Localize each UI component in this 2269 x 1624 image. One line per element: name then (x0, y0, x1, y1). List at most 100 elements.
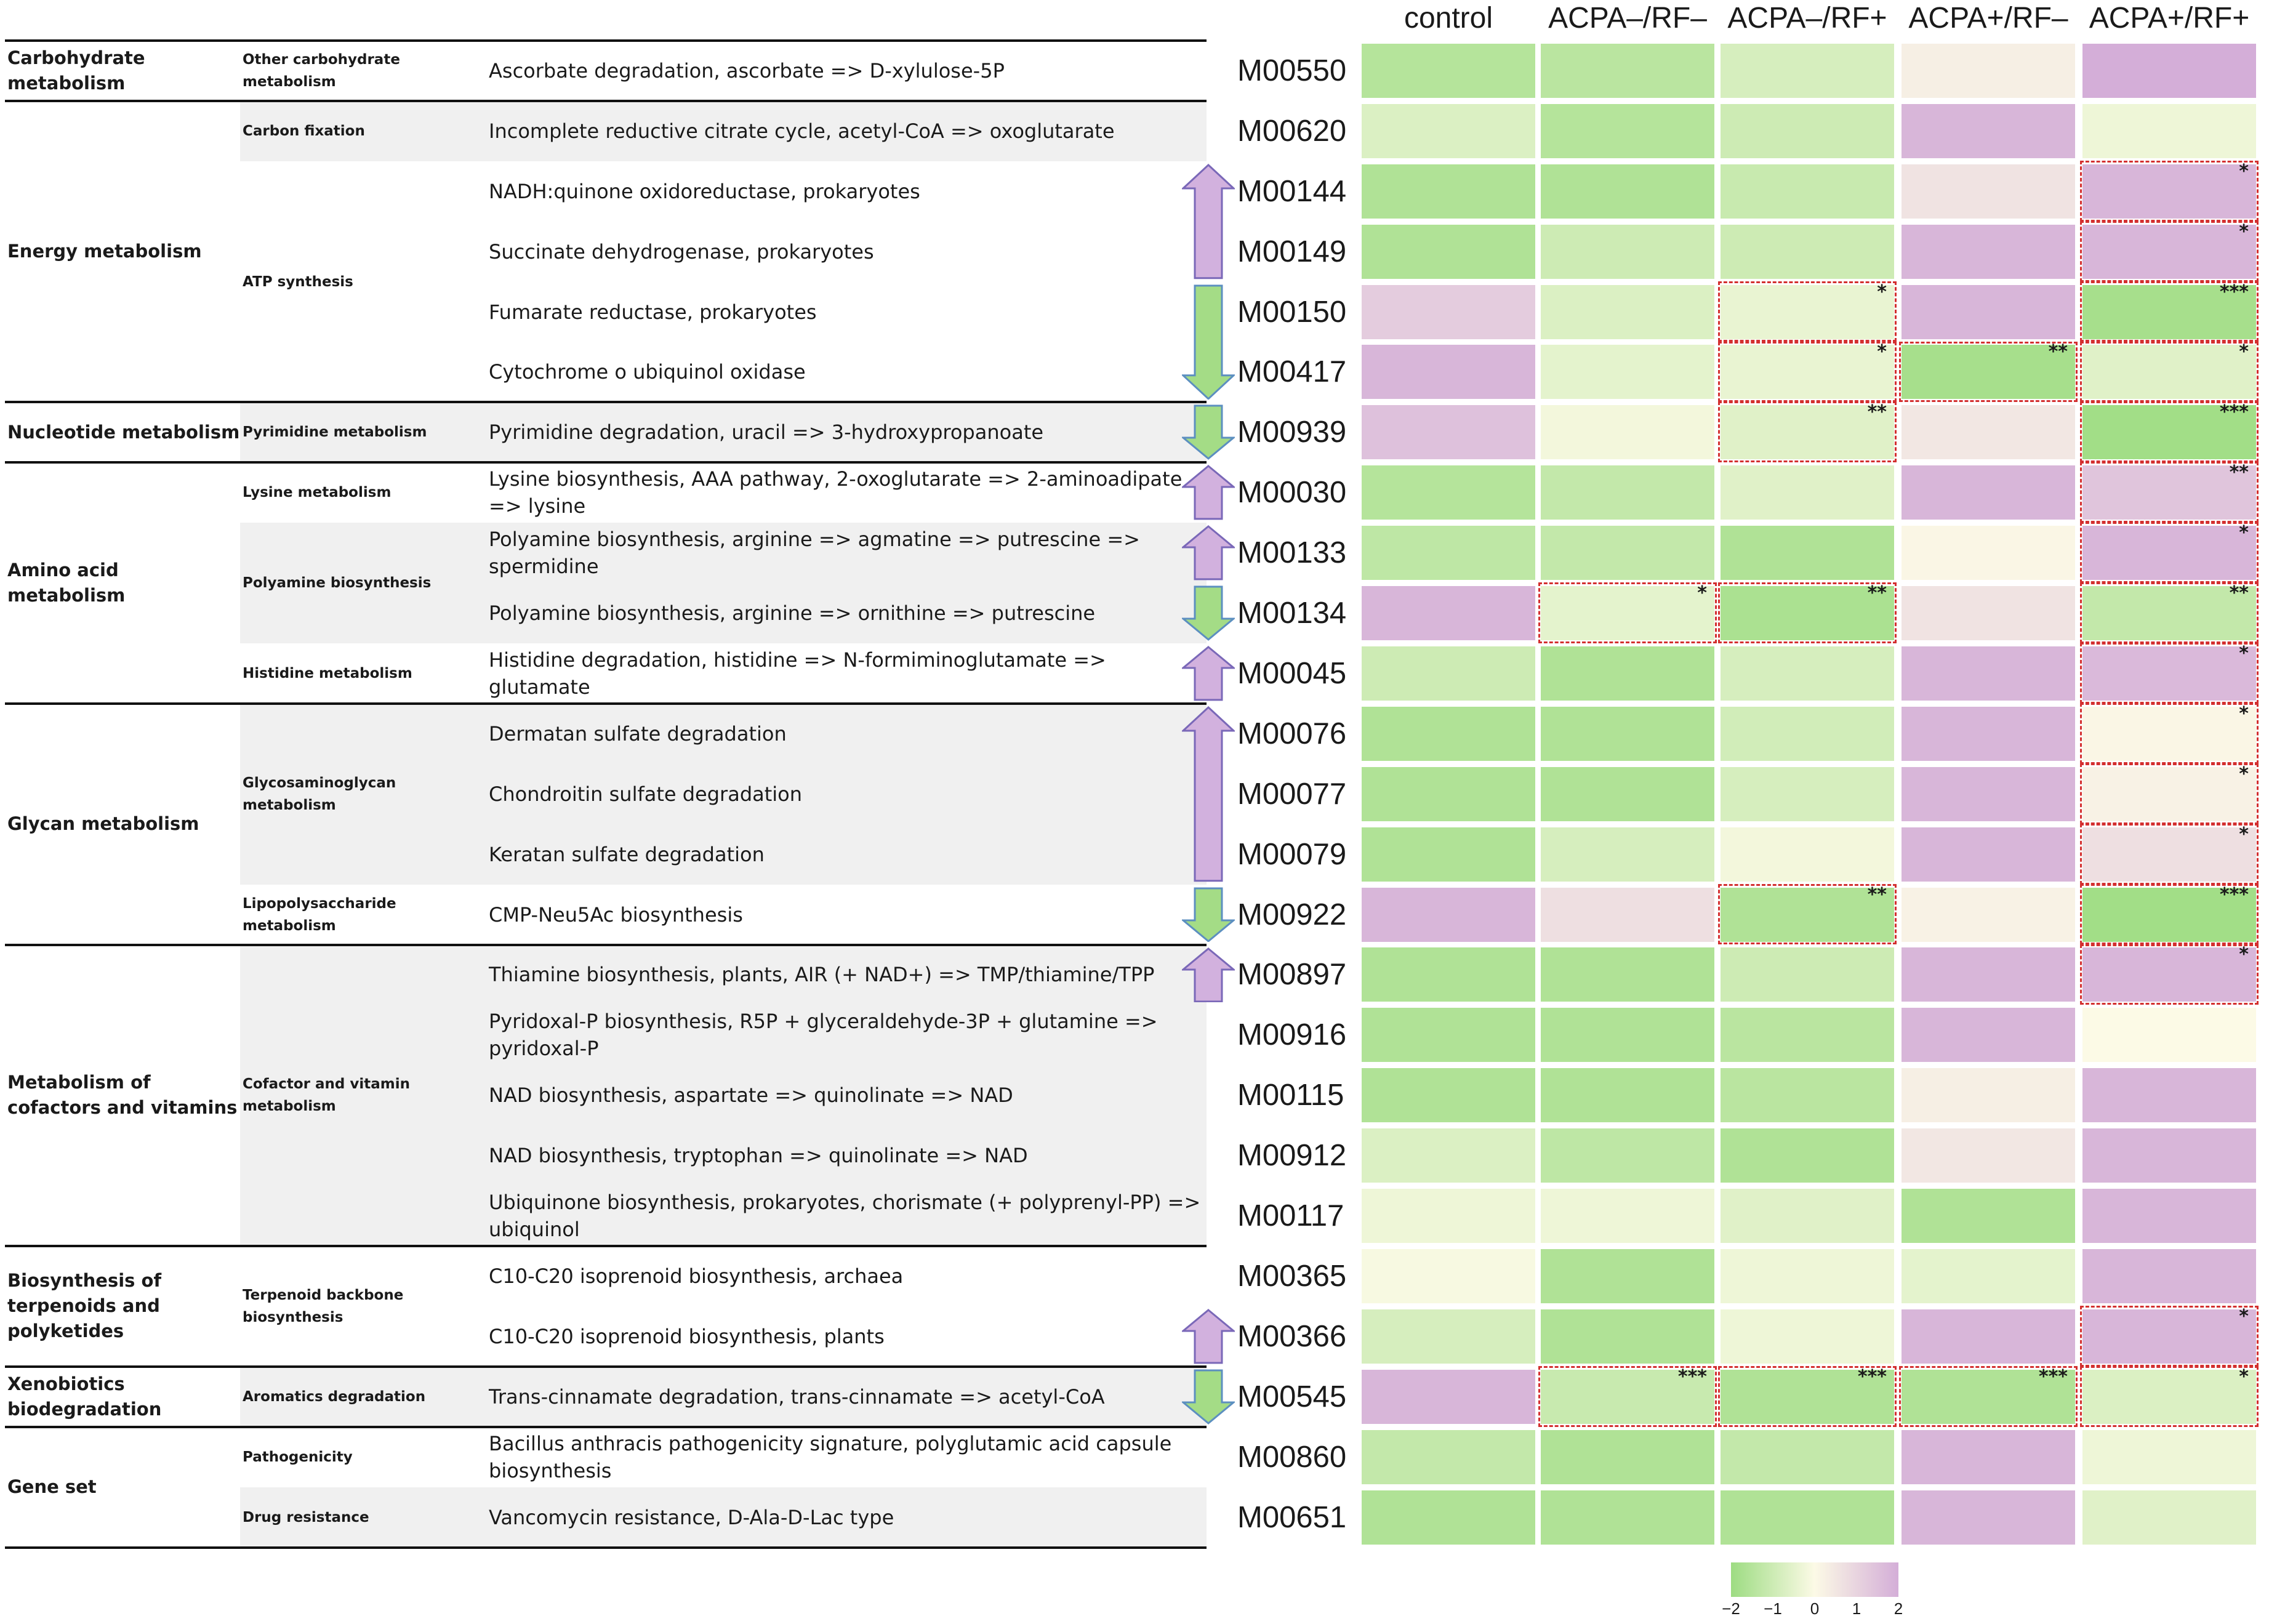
heatmap-cell: * (2082, 643, 2256, 701)
heatmap-cell (1362, 766, 1535, 821)
pathway-description: Thiamine biosynthesis, plants, AIR (+ NA… (489, 963, 1155, 987)
module-id-label: M00417 (1237, 355, 1347, 389)
module-id-label: M00149 (1237, 235, 1347, 268)
heatmap-cell (1721, 1490, 1894, 1545)
heatmap-cell (2082, 1248, 2256, 1303)
heatmap-cell: *** (2082, 281, 2256, 339)
significance-marker: * (2239, 160, 2249, 182)
category-label: Nucleotide metabolism (7, 421, 240, 443)
subcategory-label: Lipopolysaccharide metabolism (243, 895, 396, 934)
pathway-description: CMP-Neu5Ac biosynthesis (489, 902, 743, 927)
pathway-description: Vancomycin resistance, D-Ala-D-Lac type (489, 1505, 894, 1529)
heatmap-cell (1362, 887, 1535, 942)
module-id-label: M00860 (1237, 1440, 1347, 1474)
heatmap-cell: *** (1721, 1366, 1894, 1424)
arrow-shape (1182, 646, 1235, 701)
heatmap-cell (1362, 345, 1535, 400)
heatmap-cell: ** (1721, 582, 1894, 641)
heatmap-cell (1541, 465, 1714, 520)
heatmap-cell (1902, 284, 2075, 339)
heatmap-cell (1902, 405, 2075, 460)
arrow-shape (1182, 284, 1235, 400)
arrow-up-icon (1182, 525, 1235, 581)
heatmap-cell (1362, 164, 1535, 219)
heatmap-cell (1721, 827, 1894, 882)
significance-marker: ** (1867, 401, 1887, 424)
heatmap-cell (1721, 766, 1894, 821)
significance-box (2080, 643, 2259, 704)
table-rule (5, 943, 1207, 946)
heatmap-cell: ** (2082, 582, 2256, 641)
heatmap-cell (2082, 103, 2256, 158)
heatmap-cell (1362, 706, 1535, 761)
heatmap-cell (1362, 1429, 1535, 1484)
significance-box (2080, 160, 2259, 222)
arrow-shape (1182, 947, 1235, 1002)
module-id-label: M00620 (1237, 114, 1347, 148)
column-header: ACPA–/RF+ (1727, 2, 1887, 34)
pathway-description: NADH:quinone oxidoreductase, prokaryotes (489, 179, 920, 203)
pathway-description: Cytochrome o ubiquinol oxidase (489, 360, 806, 384)
significance-box (2080, 401, 2259, 463)
significance-marker: *** (2219, 883, 2249, 906)
subcategory-label: Other carbohydrate metabolism (243, 51, 400, 90)
heatmap-cell (1362, 405, 1535, 460)
heatmap-cell (1541, 43, 1714, 98)
module-id-label: M00076 (1237, 717, 1347, 750)
heatmap-cell: *** (1541, 1366, 1714, 1424)
arrow-shape (1182, 163, 1235, 279)
category-label: Carbohydrate metabolism (7, 47, 145, 94)
module-id-label: M00365 (1237, 1259, 1347, 1293)
subcategory-label: Drug resistance (243, 1509, 369, 1526)
pathway-description: C10-C20 isoprenoid biosynthesis, archaea (489, 1264, 904, 1288)
module-id-label: M00897 (1237, 958, 1347, 992)
pathway-description: Histidine degradation, histidine => N-fo… (489, 648, 1106, 699)
significance-box (2080, 1365, 2259, 1427)
module-id-label: M00916 (1237, 1018, 1347, 1052)
pathway-description: Dermatan sulfate degradation (489, 722, 787, 746)
table-rule (5, 1365, 1207, 1368)
significance-box (2080, 341, 2259, 403)
heatmap-cell (1902, 827, 2075, 882)
heatmap-cell (1362, 284, 1535, 339)
subcategory-label: Cofactor and vitamin metabolism (243, 1076, 410, 1115)
subcategory-label: ATP synthesis (243, 273, 353, 290)
pathway-description: NAD biosynthesis, tryptophan => quinolin… (489, 1144, 1028, 1168)
significance-box (2080, 883, 2259, 945)
heatmap-cell (1541, 1068, 1714, 1123)
heatmap-cell (2082, 1068, 2256, 1123)
arrow-down-icon (1182, 404, 1235, 460)
subcategory-label: Carbon fixation (243, 123, 365, 139)
significance-box (2080, 763, 2259, 824)
heatmap-cell: * (2082, 1366, 2256, 1424)
subcategory-label: Pathogenicity (243, 1449, 353, 1465)
significance-box (2080, 702, 2259, 764)
subcategory-label: Terpenoid backbone biosynthesis (243, 1287, 404, 1325)
row-shade (240, 944, 1207, 1246)
table-rule (5, 702, 1207, 705)
heatmap-cell (1902, 1429, 2075, 1484)
table-rule (5, 99, 1207, 102)
heatmap-cell: * (2082, 824, 2256, 882)
category-label: Xenobiotics biodegradation (7, 1373, 162, 1420)
row-shade (240, 1487, 1207, 1548)
module-id-label: M00939 (1237, 416, 1347, 449)
heatmap-cell (1721, 164, 1894, 219)
significance-marker: * (2239, 763, 2249, 785)
heatmap-cell (1721, 646, 1894, 701)
pathway-description: Ascorbate degradation, ascorbate => D-xy… (489, 58, 1005, 82)
heatmap-cell (1541, 947, 1714, 1002)
heatmap-cell (1902, 103, 2075, 158)
pathway-description: Lysine biosynthesis, AAA pathway, 2-oxog… (489, 467, 1183, 518)
arrow-down-icon (1182, 887, 1235, 943)
heatmap-cell: * (2082, 1306, 2256, 1364)
column-header: control (1404, 2, 1493, 34)
significance-box (2080, 522, 2259, 584)
module-id-label: M00922 (1237, 898, 1347, 931)
heatmap-cell: ** (1721, 884, 1894, 942)
category-label: Amino acid metabolism (7, 560, 126, 606)
significance-box (2080, 462, 2259, 523)
significance-marker: * (2239, 522, 2249, 544)
significance-marker: *** (2038, 1365, 2068, 1388)
module-id-label: M00077 (1237, 777, 1347, 811)
